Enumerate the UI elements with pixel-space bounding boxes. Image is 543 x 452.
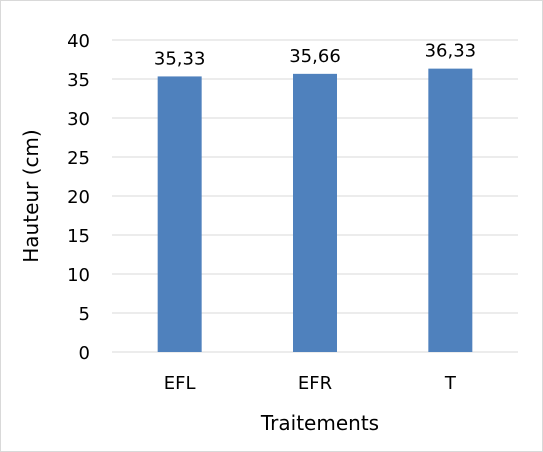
x-tick-label: T — [444, 373, 457, 394]
bar-t — [428, 68, 473, 352]
y-tick-label: 20 — [67, 187, 90, 208]
y-tick-label: 15 — [67, 226, 90, 247]
y-tick-label: 40 — [67, 31, 90, 52]
bar-efr — [293, 73, 337, 353]
x-axis-tick-labels: EFL EFR T — [164, 373, 457, 394]
x-tick-label: EFL — [164, 373, 196, 394]
y-tick-label: 10 — [67, 265, 90, 286]
y-tick-label: 35 — [67, 70, 90, 91]
bars — [157, 68, 473, 353]
x-tick-label: EFR — [298, 373, 332, 394]
y-axis-tick-labels: 0 5 10 15 20 25 30 35 40 — [67, 31, 90, 364]
y-tick-label: 0 — [79, 343, 90, 364]
data-labels: 35,33 35,66 36,33 — [154, 41, 476, 70]
y-tick-label: 30 — [67, 109, 90, 130]
bar-efl — [157, 76, 202, 353]
data-label: 36,33 — [425, 41, 477, 62]
y-tick-label: 25 — [67, 148, 90, 169]
y-tick-label: 5 — [79, 304, 90, 325]
y-axis-label: Hauteur (cm) — [19, 129, 43, 262]
x-axis-label: Traitements — [260, 411, 379, 435]
data-label: 35,66 — [289, 46, 341, 67]
data-label: 35,33 — [154, 48, 206, 69]
